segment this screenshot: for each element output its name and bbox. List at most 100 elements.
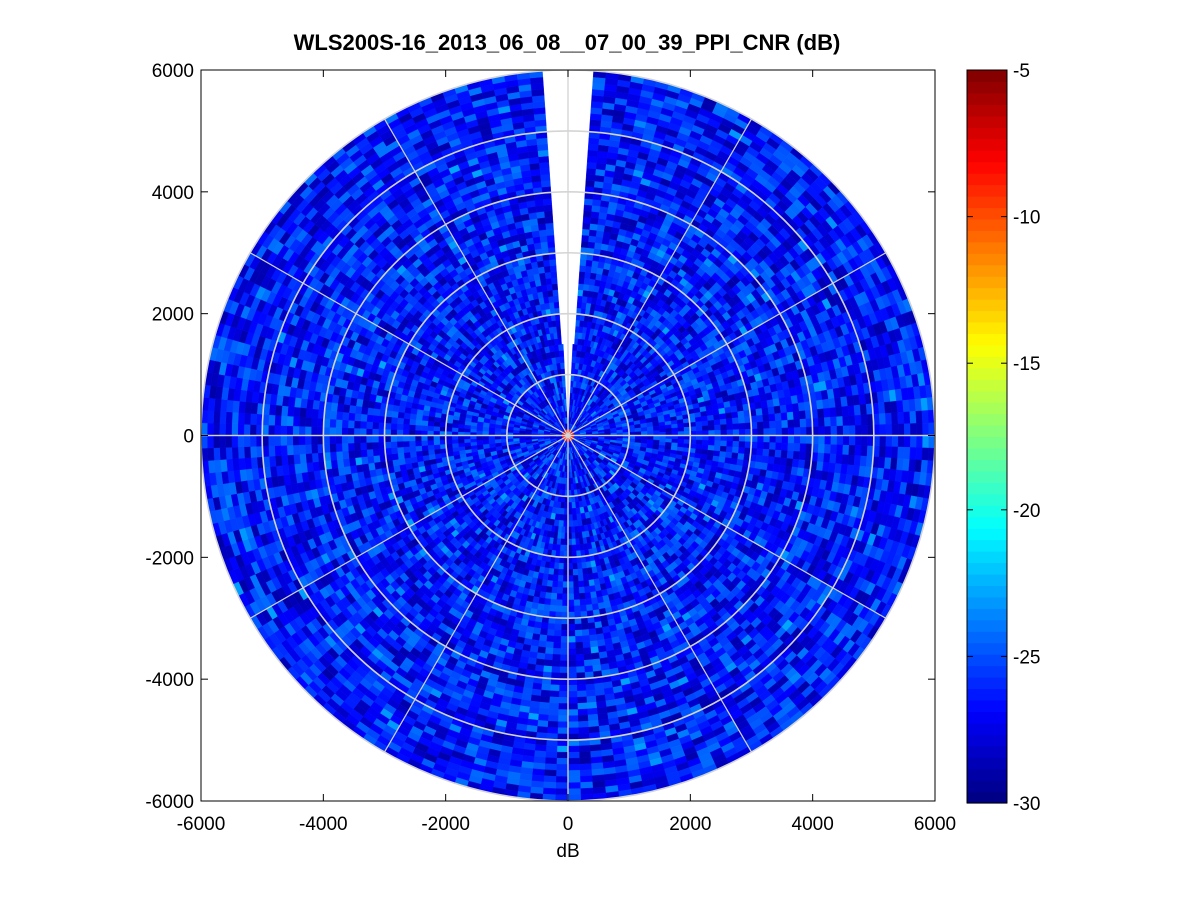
- cnr-cell: [591, 603, 600, 611]
- cnr-cell: [701, 415, 709, 422]
- cnr-cell: [571, 544, 577, 552]
- cnr-cell: [578, 271, 586, 279]
- cnr-cell: [396, 446, 404, 454]
- cnr-cell: [544, 271, 552, 279]
- cnr-cell: [762, 448, 770, 457]
- cnr-cell: [378, 435, 385, 443]
- cnr-cell: [538, 266, 546, 274]
- cnr-cell: [695, 425, 703, 432]
- cnr-cell: [581, 234, 590, 242]
- cnr-cell: [359, 428, 367, 436]
- cnr-cell: [585, 265, 593, 273]
- cnr-cell: [641, 435, 648, 440]
- cnr-cell: [415, 445, 423, 452]
- cnr-cell: [409, 445, 417, 453]
- cnr-cell: [567, 581, 574, 588]
- cnr-cell: [539, 235, 548, 243]
- cnr-cell: [545, 586, 553, 594]
- cnr-cell: [421, 425, 428, 431]
- cnr-cell: [551, 580, 558, 588]
- cnr-cell: [659, 425, 666, 430]
- cnr-cell: [647, 430, 654, 436]
- cnr-cell: [576, 519, 583, 527]
- cnr-cell: [702, 435, 709, 441]
- cnr-cell: [712, 408, 720, 416]
- cnr-cell: [414, 429, 422, 436]
- cnr-cell: [588, 634, 598, 642]
- cnr-cell: [556, 593, 563, 601]
- cnr-cell: [584, 592, 592, 600]
- cnr-cell: [763, 421, 770, 429]
- cnr-cell: [578, 580, 585, 588]
- cnr-cell: [731, 452, 739, 460]
- cnr-cell: [560, 362, 565, 370]
- cnr-cell: [390, 435, 398, 442]
- cnr-cell: [719, 451, 727, 458]
- cnr-cell: [707, 445, 715, 452]
- cnr-cell: [427, 439, 434, 446]
- cnr-cell: [540, 241, 549, 249]
- cnr-cell: [402, 423, 410, 431]
- cnr-cell: [577, 574, 584, 582]
- cnr-cell: [761, 407, 769, 416]
- cnr-cell: [696, 435, 703, 441]
- cnr-cell: [451, 442, 459, 448]
- cnr-cell: [702, 425, 709, 432]
- cnr-cell: [556, 325, 561, 333]
- cnr-cell: [588, 235, 597, 243]
- cnr-cell: [546, 629, 555, 637]
- cnr-cell: [719, 418, 727, 426]
- cnr-cell: [556, 587, 563, 594]
- cnr-cell: [563, 392, 567, 400]
- cnr-cell: [575, 544, 581, 552]
- cnr-cell: [731, 411, 739, 419]
- cnr-cell: [464, 442, 471, 447]
- cnr-cell: [433, 439, 441, 446]
- cnr-cell: [736, 404, 744, 412]
- cnr-cell: [763, 442, 770, 450]
- cnr-cell: [652, 420, 660, 427]
- cnr-cell: [768, 449, 776, 458]
- cnr-cell: [567, 630, 576, 637]
- cnr-cell: [402, 440, 410, 448]
- cnr-cell: [585, 598, 593, 606]
- cnr-cell: [714, 424, 722, 431]
- cnr-cell: [695, 439, 703, 446]
- cnr-cell: [769, 428, 777, 436]
- cnr-cell: [427, 435, 434, 441]
- cnr-cell: [578, 586, 585, 594]
- cnr-cell: [582, 574, 589, 582]
- cnr-cell: [767, 406, 776, 415]
- cnr-cell: [476, 439, 484, 446]
- cnr-cell: [562, 520, 569, 528]
- cnr-cell: [439, 435, 446, 441]
- cnr-cell: [701, 420, 709, 427]
- cnr-cell: [575, 538, 580, 546]
- cnr-cell: [732, 435, 740, 442]
- cnr-cell: [652, 425, 660, 432]
- cnr-cell: [683, 435, 691, 440]
- cnr-cell: [561, 599, 569, 607]
- cnr-cell: [512, 437, 520, 442]
- cnr-cell: [391, 410, 399, 418]
- cnr-cell: [476, 430, 483, 436]
- cnr-cell: [570, 483, 574, 491]
- cnr-cell: [551, 586, 558, 594]
- cnr-cell: [402, 435, 410, 442]
- cnr-cell: [549, 598, 557, 606]
- cnr-cell: [720, 429, 728, 436]
- cnr-cell: [653, 430, 660, 436]
- cnr-cell: [397, 411, 405, 419]
- cnr-cell: [720, 435, 728, 442]
- cnr-cell: [373, 455, 381, 463]
- cnr-cell: [738, 447, 746, 455]
- cnr-cell: [408, 440, 416, 447]
- cnr-cell: [560, 538, 565, 546]
- cnr-cell: [589, 591, 597, 599]
- cnr-cell: [384, 428, 391, 436]
- cnr-cell: [646, 426, 654, 432]
- cnr-cell: [562, 380, 566, 388]
- cnr-cell: [390, 416, 398, 424]
- cnr-cell: [469, 438, 477, 443]
- cnr-cell: [757, 428, 764, 436]
